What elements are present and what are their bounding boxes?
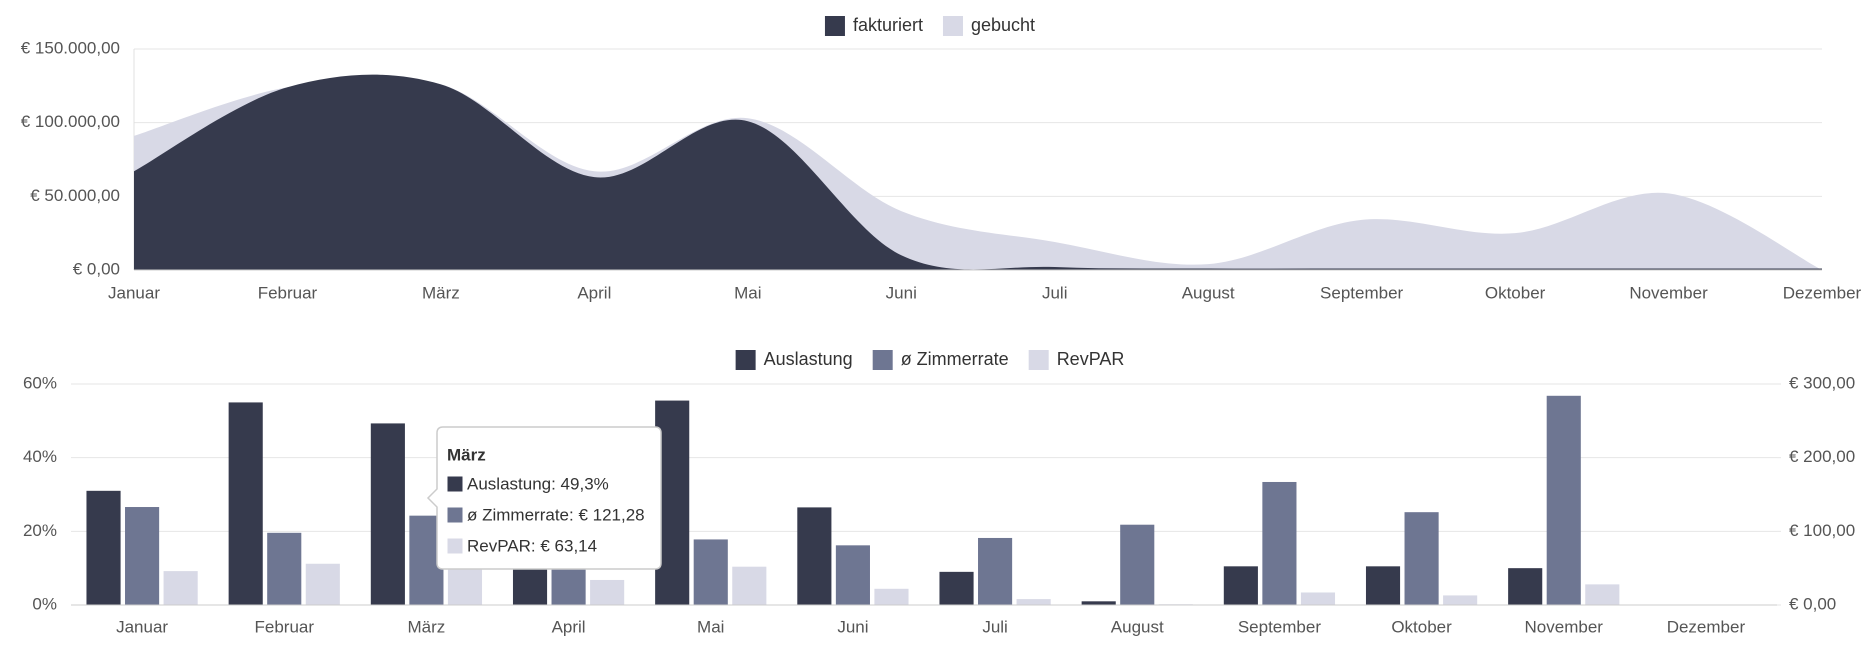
bar	[1300, 592, 1336, 605]
x-tick-label: April	[577, 283, 611, 302]
x-tick-label: März	[422, 283, 460, 302]
x-tick-label: Mai	[697, 617, 724, 636]
bar	[1223, 566, 1258, 605]
bar	[1081, 601, 1116, 605]
x-tick-label: September	[1238, 617, 1321, 636]
legend: Auslastung ø Zimmerrate RevPAR	[735, 349, 1125, 370]
x-tick-label: November	[1629, 283, 1708, 302]
bar	[228, 402, 263, 605]
bar	[874, 588, 909, 605]
x-tick-label: Februar	[258, 283, 318, 302]
x-tick-label: September	[1320, 283, 1403, 302]
legend-label: gebucht	[971, 15, 1035, 35]
legend-swatch	[942, 16, 963, 36]
bar	[978, 537, 1013, 605]
bar	[732, 566, 767, 605]
bar	[163, 571, 198, 605]
x-tick-label: Oktober	[1391, 617, 1452, 636]
y2-tick-label: € 0,00	[1789, 594, 1836, 613]
y-tick-label: € 150.000,00	[21, 38, 120, 57]
legend-label: ø Zimmerrate	[901, 349, 1009, 369]
bar	[1120, 524, 1155, 605]
legend-label: RevPAR	[1057, 349, 1125, 369]
bar	[1365, 566, 1401, 605]
bar	[1262, 481, 1297, 605]
x-tick-label: Juli	[982, 617, 1008, 636]
y-tick-label: 40%	[23, 447, 57, 466]
legend-label: Auslastung	[764, 349, 853, 369]
legend-label: fakturiert	[853, 15, 923, 35]
y-tick-label: € 50.000,00	[30, 186, 120, 205]
x-tick-label: Januar	[108, 283, 160, 302]
bar	[370, 423, 405, 605]
legend-swatch	[735, 350, 756, 370]
legend-swatch	[824, 16, 845, 36]
tooltip-line: Auslastung: 49,3%	[467, 474, 609, 493]
x-tick-label: März	[408, 617, 446, 636]
x-tick-label: Dezember	[1783, 283, 1862, 302]
bar	[1443, 595, 1478, 605]
legend-swatch	[872, 350, 893, 370]
bar	[1016, 599, 1051, 605]
tooltip-box	[426, 426, 662, 570]
bar	[1508, 568, 1543, 605]
tooltip-title: März	[447, 445, 486, 464]
y-tick-label: 0%	[32, 594, 57, 613]
x-tick-label: Januar	[116, 617, 168, 636]
bar	[267, 532, 302, 605]
x-tick-label: Juli	[1042, 283, 1068, 302]
bar	[835, 545, 870, 605]
x-tick-label: Dezember	[1667, 617, 1746, 636]
x-tick-label: Mai	[734, 283, 761, 302]
y2-tick-label: € 300,00	[1789, 373, 1855, 392]
tooltip-line: RevPAR: € 63,14	[467, 536, 597, 555]
bar	[305, 563, 340, 605]
y-tick-label: € 100.000,00	[21, 112, 120, 131]
y2-tick-label: € 100,00	[1789, 521, 1855, 540]
tooltip-swatch	[446, 475, 464, 493]
bar	[86, 490, 121, 605]
bar	[797, 507, 832, 605]
area	[134, 74, 1822, 271]
tooltip-line: ø Zimmerrate: € 121,28	[467, 505, 645, 524]
bar	[1585, 584, 1620, 605]
bar	[939, 571, 974, 605]
tooltip-swatch	[446, 537, 464, 555]
x-tick-label: Februar	[254, 617, 314, 636]
bar	[1546, 395, 1581, 605]
y-tick-label: 60%	[23, 373, 57, 392]
x-tick-label: August	[1111, 617, 1164, 636]
legend: fakturiert gebucht	[824, 15, 1035, 36]
y-tick-label: € 0,00	[73, 259, 120, 278]
x-tick-label: August	[1182, 283, 1235, 302]
bar	[125, 507, 160, 605]
y2-tick-label: € 200,00	[1789, 447, 1855, 466]
tooltip: März Auslastung: 49,3% ø Zimmerrate: € 121…	[426, 426, 662, 570]
x-tick-label: April	[552, 617, 586, 636]
bar	[590, 579, 625, 605]
tooltip-swatch	[446, 506, 464, 524]
bar	[512, 568, 548, 605]
x-tick-label: Juni	[837, 617, 868, 636]
y-tick-label: 20%	[23, 521, 57, 540]
x-tick-label: Juni	[886, 283, 917, 302]
bar	[1404, 512, 1439, 605]
x-tick-label: Oktober	[1485, 283, 1546, 302]
bar	[693, 539, 728, 605]
x-tick-label: November	[1525, 617, 1604, 636]
legend-swatch	[1028, 350, 1049, 370]
